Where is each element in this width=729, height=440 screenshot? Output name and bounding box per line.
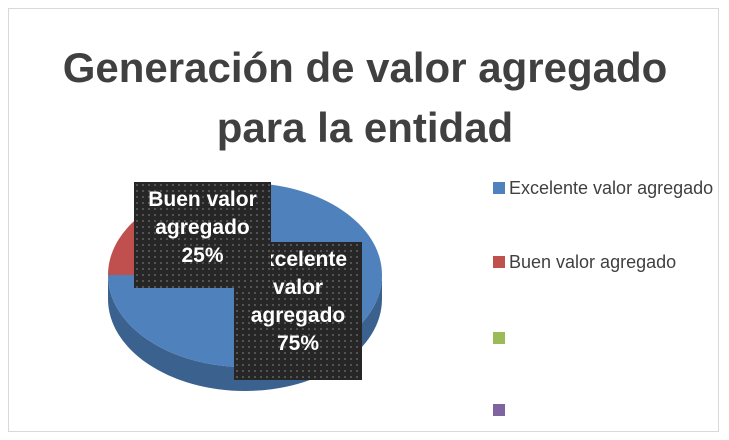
chart-title: Generación de valor agregado para la ent… (62, 44, 668, 151)
legend-swatch (493, 182, 505, 194)
chart-frame (8, 8, 719, 432)
legend-swatch (493, 332, 505, 344)
data-label-category: Excelente valor agregado (248, 248, 348, 327)
legend-entry: Buen valor agregado (493, 250, 718, 274)
legend-label: Buen valor agregado (509, 252, 677, 272)
legend-entry: Excelente valor agregado (493, 176, 718, 200)
data-label-value: 25% (181, 244, 224, 267)
data-label-category: Buen valor agregado (148, 188, 257, 239)
data-label-value: 75% (276, 332, 320, 355)
legend-swatch (493, 256, 505, 268)
data-label: Buen valor agregado 25% (134, 182, 271, 288)
legend-swatch (493, 404, 505, 416)
legend-label: Excelente valor agregado (509, 178, 714, 198)
